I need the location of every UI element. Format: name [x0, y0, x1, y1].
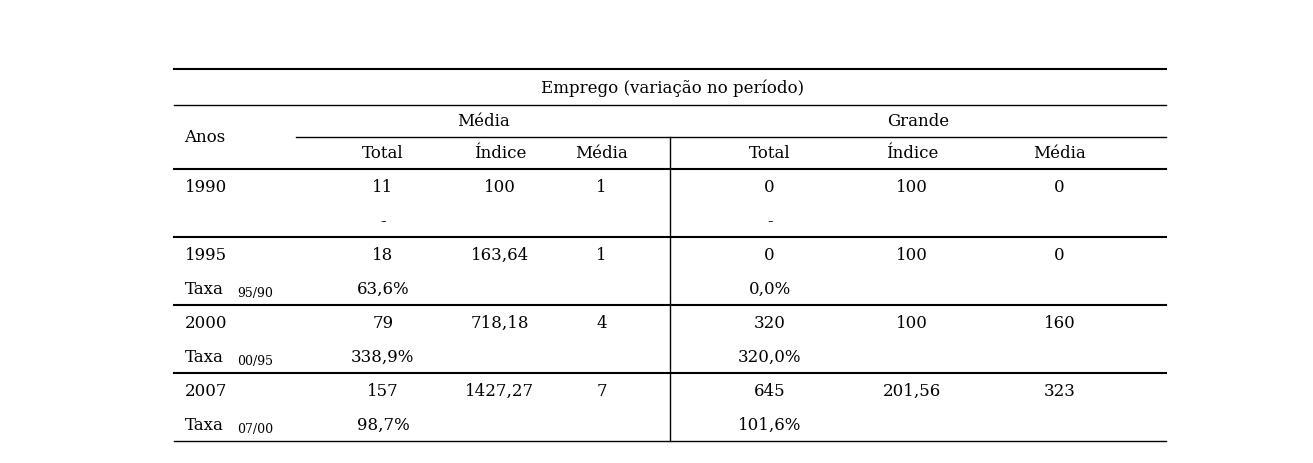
- Text: Índice: Índice: [886, 145, 939, 162]
- Text: 7: 7: [596, 382, 607, 399]
- Text: 11: 11: [373, 179, 394, 196]
- Text: Taxa: Taxa: [184, 416, 223, 433]
- Text: 07/00: 07/00: [238, 422, 273, 435]
- Text: 95/90: 95/90: [238, 287, 273, 300]
- Text: 18: 18: [373, 247, 394, 264]
- Text: 00/95: 00/95: [238, 355, 273, 368]
- Text: 323: 323: [1044, 382, 1075, 399]
- Text: Média: Média: [457, 113, 509, 130]
- Text: 1995: 1995: [184, 247, 227, 264]
- Text: Taxa: Taxa: [184, 348, 223, 365]
- Text: Grande: Grande: [888, 113, 949, 130]
- Text: Anos: Anos: [184, 129, 226, 146]
- Text: 1990: 1990: [184, 179, 227, 196]
- Text: 100: 100: [895, 247, 928, 264]
- Text: 101,6%: 101,6%: [738, 416, 801, 433]
- Text: 1: 1: [596, 179, 607, 196]
- Text: -: -: [767, 213, 772, 230]
- Text: 1427,27: 1427,27: [465, 382, 534, 399]
- Text: 1: 1: [596, 247, 607, 264]
- Text: 0: 0: [764, 247, 775, 264]
- Text: 100: 100: [484, 179, 516, 196]
- Text: 63,6%: 63,6%: [357, 281, 410, 298]
- Text: 157: 157: [368, 382, 399, 399]
- Text: 0: 0: [764, 179, 775, 196]
- Text: 160: 160: [1044, 314, 1075, 332]
- Text: 4: 4: [596, 314, 607, 332]
- Text: 320,0%: 320,0%: [738, 348, 801, 365]
- Text: Emprego (variação no período): Emprego (variação no período): [541, 79, 805, 96]
- Text: 2000: 2000: [184, 314, 227, 332]
- Text: 201,56: 201,56: [882, 382, 941, 399]
- Text: 79: 79: [373, 314, 394, 332]
- Text: 338,9%: 338,9%: [351, 348, 415, 365]
- Text: Média: Média: [575, 145, 628, 162]
- Text: 645: 645: [754, 382, 785, 399]
- Text: 718,18: 718,18: [470, 314, 529, 332]
- Text: Índice: Índice: [474, 145, 527, 162]
- Text: -: -: [379, 213, 386, 230]
- Text: Total: Total: [362, 145, 403, 162]
- Text: Taxa: Taxa: [184, 281, 223, 298]
- Text: 100: 100: [895, 179, 928, 196]
- Text: 0,0%: 0,0%: [748, 281, 790, 298]
- Text: 163,64: 163,64: [471, 247, 529, 264]
- Text: Total: Total: [748, 145, 790, 162]
- Text: 0: 0: [1054, 247, 1065, 264]
- Text: 100: 100: [895, 314, 928, 332]
- Text: 0: 0: [1054, 179, 1065, 196]
- Text: Média: Média: [1033, 145, 1086, 162]
- Text: 98,7%: 98,7%: [357, 416, 410, 433]
- Text: 2007: 2007: [184, 382, 227, 399]
- Text: 320: 320: [754, 314, 785, 332]
